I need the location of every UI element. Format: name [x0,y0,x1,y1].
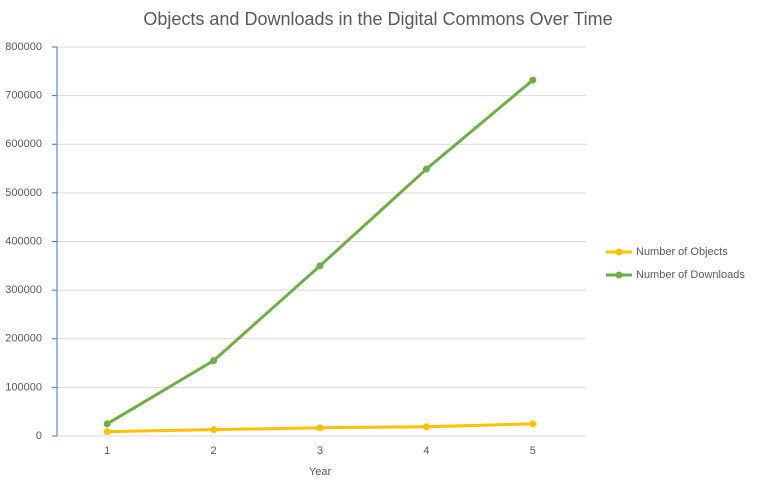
chart-title: Objects and Downloads in the Digital Com… [143,9,612,29]
y-tick-label: 400000 [5,235,42,247]
x-axis-label: Year [309,466,332,478]
y-tick-label: 100000 [5,381,42,393]
y-tick-label: 200000 [5,333,42,345]
data-point [316,262,324,270]
legend-label: Number of Objects [636,246,728,258]
legend-marker [615,248,623,256]
data-point [529,76,537,84]
data-point [316,424,324,432]
data-point [103,428,111,436]
legend-marker [615,271,623,279]
data-point [422,423,430,431]
x-tick-label: 1 [104,445,110,457]
series-line [106,78,534,426]
x-tick-label: 5 [530,445,536,457]
y-tick-label: 500000 [5,187,42,199]
y-tick-label: 0 [36,430,42,442]
y-tick-label: 800000 [5,41,42,53]
x-tick-label: 4 [423,445,429,457]
data-point [422,165,430,173]
data-point [529,420,537,428]
data-point [210,426,218,434]
y-tick-label: 600000 [5,138,42,150]
data-point [210,357,218,365]
data-point [103,420,111,428]
x-tick-label: 2 [211,445,217,457]
x-tick-label: 3 [317,445,323,457]
y-tick-label: 700000 [5,90,42,102]
legend-label: Number of Downloads [636,269,745,281]
y-tick-label: 300000 [5,284,42,296]
